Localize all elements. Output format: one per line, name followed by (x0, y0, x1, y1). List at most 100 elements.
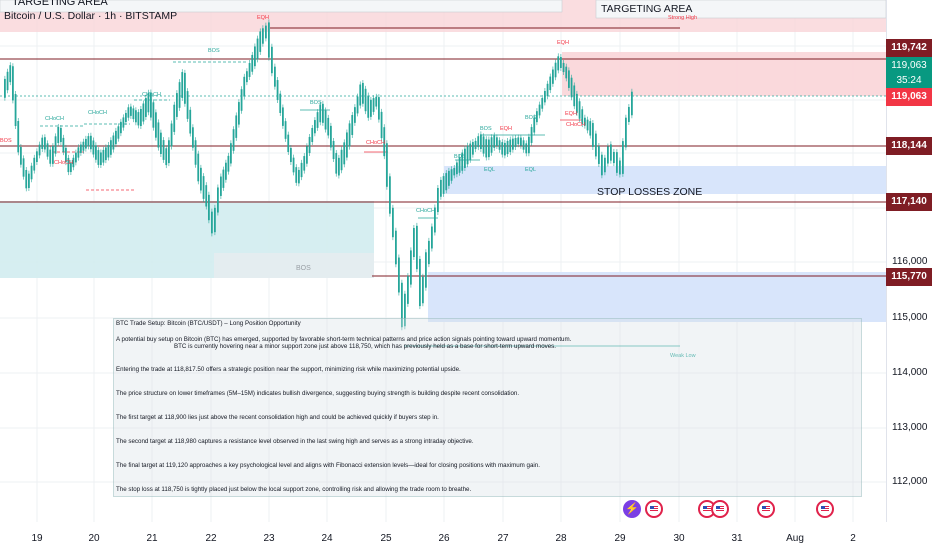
candle-body (616, 152, 618, 173)
candle-body (383, 127, 386, 157)
candle-body (370, 99, 372, 117)
candle-body (354, 107, 356, 123)
candle-body (157, 122, 160, 148)
price-label-115770: 115,770 (886, 268, 932, 286)
candle-body (145, 98, 147, 117)
candle-body (238, 102, 240, 125)
candle-body (67, 157, 70, 173)
us-flag-event-icon-1[interactable] (645, 500, 663, 518)
candle-body (461, 152, 464, 171)
price-tick-116000: 116,000 (892, 256, 928, 267)
candle-body (110, 140, 112, 155)
time-label: 21 (146, 533, 158, 544)
candle-body (362, 82, 364, 104)
eqh-label-3: EQH (500, 126, 512, 132)
candle-body (607, 146, 609, 164)
candle-body (137, 112, 140, 126)
candle-body (220, 176, 222, 196)
candle-body (214, 207, 216, 233)
candle-body (279, 93, 282, 113)
candle-body (592, 123, 594, 147)
candle-body (243, 76, 246, 97)
candle-body (332, 140, 335, 160)
candle-body (619, 160, 621, 175)
candle-body (282, 107, 284, 126)
candle-body (536, 111, 538, 123)
note-line-7: The final target at 119,120 approaches a… (116, 462, 540, 469)
candle-body (33, 157, 36, 171)
choch-label-4: CHoCH (54, 160, 73, 166)
candle-body (584, 117, 586, 126)
candle-body (498, 140, 501, 150)
candle-body (20, 146, 22, 165)
candle-body (488, 139, 490, 158)
bos-grey-box (214, 253, 374, 278)
us-flag-event-icon-4[interactable] (757, 500, 775, 518)
candle-body (192, 127, 194, 148)
candle-body (419, 258, 421, 307)
candle-body (251, 54, 254, 72)
eqh-label-4: EQH (565, 111, 577, 117)
candle-body (211, 211, 213, 234)
price-label-118144: 118,144 (886, 137, 932, 155)
time-label: 31 (731, 533, 743, 544)
note-line-5: The first target at 118,900 lies just ab… (116, 414, 439, 421)
candle-body (628, 106, 630, 123)
candle-body (458, 157, 461, 173)
lightning-event-icon[interactable]: ⚡ (623, 500, 641, 518)
candle-body (335, 153, 338, 174)
time-label: Aug (786, 533, 804, 544)
candle-body (437, 187, 439, 213)
choch-label-3: CHoCH (45, 116, 64, 122)
time-label: 2 (850, 533, 856, 544)
candle-body (530, 127, 533, 143)
candle-body (127, 107, 130, 118)
candle-body (262, 28, 264, 44)
chart-title: Bitcoin / U.S. Dollar · 1h · BITSTAMP (4, 10, 178, 22)
candle-body (14, 94, 17, 126)
candle-body (4, 78, 6, 98)
candle-body (448, 170, 450, 186)
candle-body (450, 169, 453, 181)
candle-body (132, 108, 135, 120)
candle-body (431, 226, 433, 249)
candle-body (375, 96, 378, 107)
candle-body (389, 176, 391, 214)
candle-body (604, 157, 606, 173)
candle-body (327, 117, 330, 136)
candle-body (120, 121, 122, 134)
candle-body (401, 282, 403, 328)
note-line-1: A potential buy setup on Bitcoin (BTC) h… (116, 336, 572, 343)
candle-body (501, 142, 504, 155)
targeting-area-right-label: TARGETING AREA (601, 3, 693, 15)
stop-losses-zone (444, 166, 886, 194)
candle-body (517, 137, 520, 145)
candle-body (562, 62, 565, 73)
candle-body (186, 91, 189, 119)
candle-body (445, 173, 448, 191)
time-axis[interactable]: 19 20 21 22 23 24 25 26 27 28 29 30 31 Aug 2 (0, 524, 886, 550)
candle-body (528, 136, 530, 154)
candle-body (290, 147, 292, 163)
weak-low-label: Weak Low (670, 353, 696, 359)
time-label: 28 (555, 533, 567, 544)
price-tick-112000: 112,000 (892, 476, 928, 487)
time-label: 19 (31, 533, 43, 544)
candle-body (622, 141, 624, 174)
candle-body (284, 121, 287, 139)
candle-body (202, 176, 205, 199)
us-flag-event-icon-3[interactable] (711, 500, 729, 518)
candle-body (581, 109, 584, 125)
candle-body (613, 151, 615, 164)
us-flag-event-icon-5[interactable] (816, 500, 834, 518)
candle-body (276, 80, 279, 100)
note-line-3: Entering the trade at 118,817.50 offers … (116, 366, 461, 373)
candle-body (85, 138, 87, 149)
candle-body (142, 103, 145, 122)
candle-body (480, 134, 482, 150)
candle-body (303, 156, 306, 171)
candle-body (30, 165, 33, 180)
candle-body (300, 162, 303, 178)
trade-setup-note[interactable] (113, 318, 862, 497)
